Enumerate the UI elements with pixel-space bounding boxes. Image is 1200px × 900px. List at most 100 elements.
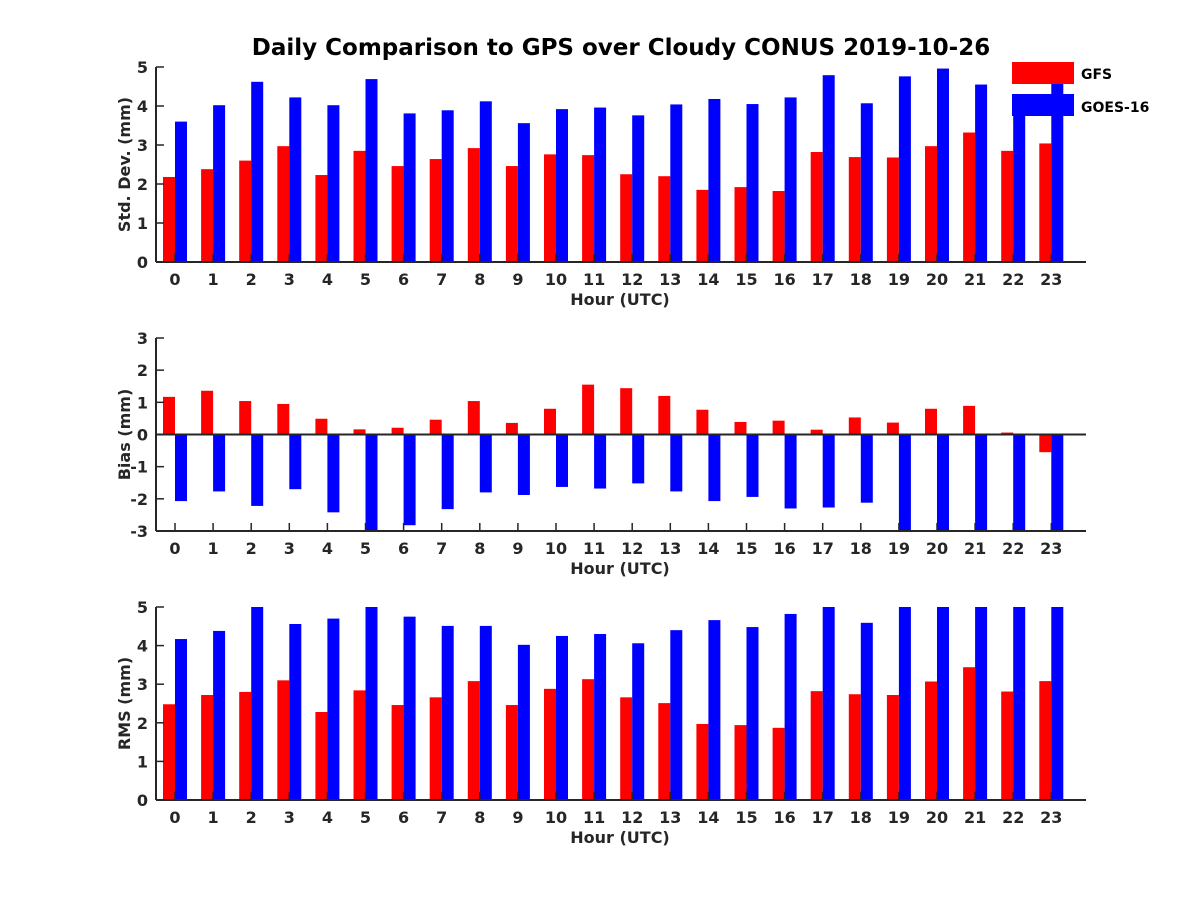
- x-tick-label: 4: [322, 539, 333, 558]
- bar-goes16-bias-8: [479, 434, 492, 493]
- bar-goes16-bias-11: [594, 434, 607, 489]
- y-tick-label: 2: [137, 361, 148, 380]
- bar-gfs-rms-10: [544, 688, 556, 800]
- bar-goes16-stddev-23: [1051, 80, 1064, 262]
- bar-goes16-bias-20: [937, 434, 949, 531]
- bar-goes16-stddev-22: [1013, 99, 1026, 262]
- x-tick-label: 17: [812, 270, 834, 289]
- x-tick-label: 1: [208, 539, 219, 558]
- bar-gfs-stddev-4: [315, 175, 328, 262]
- bar-goes16-bias-23: [1051, 434, 1064, 531]
- bar-goes16-bias-2: [251, 434, 264, 506]
- bar-goes16-rms-12: [632, 643, 645, 800]
- y-tick-label: 3: [137, 675, 148, 694]
- y-axis-label: Std. Dev. (mm): [115, 97, 134, 232]
- x-tick-label: 11: [583, 270, 605, 289]
- x-tick-label: 5: [360, 808, 371, 827]
- bar-gfs-stddev-0: [163, 176, 175, 262]
- legend-label-gfs: GFS: [1081, 67, 1112, 83]
- bar-gfs-stddev-6: [391, 166, 404, 262]
- x-axis-label: Hour (UTC): [570, 828, 670, 847]
- bar-gfs-rms-18: [848, 694, 861, 800]
- x-tick-label: 13: [659, 539, 681, 558]
- bar-gfs-rms-15: [734, 725, 747, 800]
- bar-gfs-rms-20: [925, 681, 937, 800]
- bar-goes16-rms-10: [556, 635, 568, 800]
- bar-goes16-rms-5: [365, 607, 378, 800]
- bar-goes16-bias-21: [975, 434, 988, 531]
- bar-gfs-stddev-23: [1039, 143, 1052, 262]
- bar-goes16-bias-13: [670, 434, 683, 492]
- x-tick-label: 21: [964, 270, 986, 289]
- bar-goes16-stddev-1: [213, 105, 226, 262]
- x-tick-label: 0: [169, 539, 180, 558]
- y-tick-label: 3: [137, 136, 148, 155]
- x-tick-label: 13: [659, 270, 681, 289]
- x-tick-label: 22: [1002, 270, 1024, 289]
- y-tick-label: 3: [137, 329, 148, 348]
- x-tick-label: 12: [621, 539, 643, 558]
- bar-goes16-bias-18: [860, 434, 873, 503]
- bar-goes16-stddev-10: [556, 109, 568, 263]
- x-tick-label: 2: [246, 808, 257, 827]
- bar-gfs-rms-14: [696, 723, 709, 800]
- x-tick-label: 9: [512, 808, 523, 827]
- x-tick-label: 7: [436, 539, 447, 558]
- bar-gfs-rms-1: [201, 695, 214, 800]
- bar-goes16-stddev-2: [251, 81, 264, 262]
- bar-goes16-rms-13: [670, 630, 683, 800]
- bar-goes16-bias-1: [213, 434, 226, 492]
- x-tick-label: 17: [812, 539, 834, 558]
- x-tick-label: 4: [322, 270, 333, 289]
- bar-gfs-stddev-3: [277, 146, 290, 262]
- x-tick-label: 20: [926, 539, 948, 558]
- bar-gfs-bias-21: [963, 405, 976, 435]
- x-tick-label: 14: [697, 539, 719, 558]
- x-tick-label: 12: [621, 808, 643, 827]
- bar-goes16-bias-6: [403, 434, 416, 526]
- bar-goes16-rms-0: [175, 639, 187, 800]
- bar-gfs-stddev-9: [505, 166, 518, 262]
- bar-goes16-stddev-8: [479, 101, 492, 262]
- y-tick-label: 2: [137, 714, 148, 733]
- x-tick-label: 1: [208, 808, 219, 827]
- x-tick-label: 5: [360, 539, 371, 558]
- bar-gfs-rms-6: [391, 705, 404, 800]
- x-tick-label: 6: [398, 539, 409, 558]
- y-tick-label: 5: [137, 58, 148, 77]
- bar-goes16-rms-4: [327, 618, 340, 800]
- bar-gfs-bias-4: [315, 418, 328, 435]
- y-tick-label: 1: [137, 393, 148, 412]
- bar-gfs-rms-13: [658, 703, 671, 800]
- x-tick-label: 17: [812, 808, 834, 827]
- bar-gfs-stddev-10: [544, 154, 556, 262]
- bar-gfs-stddev-19: [886, 157, 899, 262]
- x-tick-label: 15: [735, 808, 757, 827]
- chart-legend: GFS GOES-16: [1012, 62, 1149, 116]
- bar-gfs-bias-15: [734, 421, 747, 435]
- bar-gfs-stddev-22: [1001, 150, 1014, 262]
- bar-gfs-bias-13: [658, 395, 671, 435]
- bar-goes16-stddev-21: [975, 84, 988, 262]
- y-tick-label: 0: [137, 426, 148, 445]
- bar-gfs-bias-14: [696, 409, 709, 435]
- x-tick-label: 20: [926, 270, 948, 289]
- x-tick-label: 6: [398, 270, 409, 289]
- legend-label-goes16: GOES-16: [1081, 100, 1149, 116]
- bar-goes16-stddev-14: [708, 98, 721, 262]
- bar-goes16-stddev-4: [327, 105, 340, 262]
- bar-goes16-rms-20: [937, 607, 949, 800]
- bar-gfs-stddev-11: [582, 155, 595, 262]
- bar-gfs-stddev-14: [696, 189, 709, 262]
- bar-goes16-bias-15: [746, 434, 759, 497]
- bar-gfs-rms-2: [239, 691, 252, 800]
- bar-gfs-stddev-18: [848, 157, 861, 262]
- y-tick-label: 4: [137, 637, 148, 656]
- bar-goes16-rms-11: [594, 634, 607, 800]
- legend-swatch-gfs: [1012, 62, 1074, 84]
- x-tick-label: 23: [1040, 539, 1062, 558]
- bar-goes16-rms-17: [822, 607, 835, 800]
